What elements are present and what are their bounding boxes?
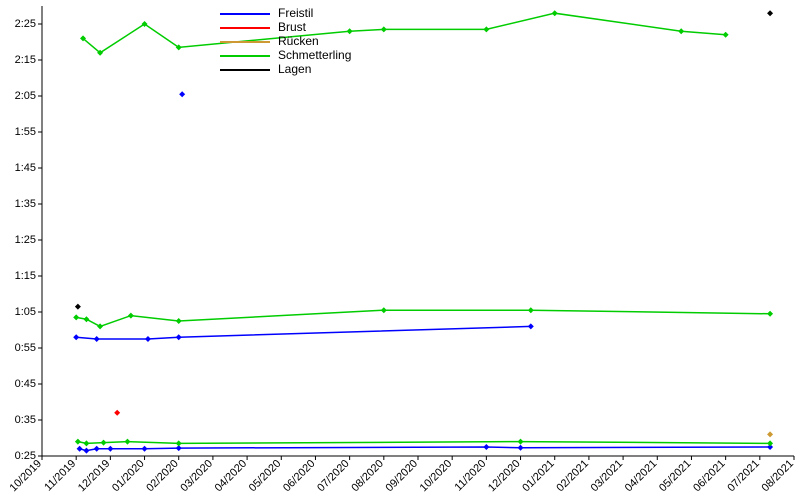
x-tick-label: 10/2020 bbox=[418, 458, 455, 495]
legend-label: Freistil bbox=[278, 6, 313, 20]
data-point bbox=[107, 446, 113, 452]
data-point bbox=[483, 444, 489, 450]
data-point bbox=[145, 336, 151, 342]
legend-label: Schmetterling bbox=[278, 48, 351, 62]
legend-label: Brust bbox=[278, 20, 307, 34]
y-tick-label: 1:45 bbox=[15, 162, 36, 174]
axes bbox=[42, 6, 794, 456]
y-tick-label: 1:05 bbox=[15, 306, 36, 318]
y-tick-label: 1:35 bbox=[15, 198, 36, 210]
x-tick-label: 05/2020 bbox=[247, 458, 284, 495]
data-point bbox=[518, 439, 524, 445]
y-tick-label: 2:05 bbox=[15, 90, 36, 102]
data-point bbox=[767, 440, 773, 446]
y-tick-label: 1:15 bbox=[15, 270, 36, 282]
x-tick-label: 11/2019 bbox=[42, 458, 78, 494]
y-tick-label: 2:25 bbox=[15, 18, 36, 30]
data-point bbox=[678, 28, 684, 34]
data-point bbox=[347, 28, 353, 34]
data-point bbox=[381, 26, 387, 32]
x-tick-label: 01/2020 bbox=[110, 458, 147, 495]
data-point bbox=[128, 313, 134, 319]
x-tick-label: 04/2021 bbox=[623, 458, 660, 495]
data-point bbox=[176, 318, 182, 324]
y-tick-label: 0:35 bbox=[15, 414, 36, 426]
data-point bbox=[176, 334, 182, 340]
y-tick-label: 1:55 bbox=[15, 126, 36, 138]
x-tick-label: 12/2019 bbox=[76, 458, 113, 495]
y-tick-label: 0:45 bbox=[15, 378, 36, 390]
x-tick-label: 07/2020 bbox=[315, 458, 352, 495]
data-point bbox=[483, 26, 489, 32]
x-tick-label: 01/2021 bbox=[520, 458, 557, 495]
x-tick-label: 06/2021 bbox=[691, 458, 728, 495]
data-point bbox=[518, 445, 524, 451]
data-point bbox=[73, 334, 79, 340]
y-tick-label: 2:15 bbox=[15, 54, 36, 66]
data-point bbox=[83, 448, 89, 454]
data-point bbox=[381, 307, 387, 313]
data-point bbox=[83, 440, 89, 446]
series-line-schmetterling-low bbox=[78, 442, 770, 444]
series-line-freistil-mid bbox=[76, 326, 531, 339]
data-point bbox=[176, 440, 182, 446]
series-line-schmetterling-mid bbox=[76, 310, 770, 326]
legend-label: Lagen bbox=[278, 62, 311, 76]
y-tick-label: 0:55 bbox=[15, 342, 36, 354]
y-tick-label: 1:25 bbox=[15, 234, 36, 246]
data-point bbox=[767, 311, 773, 317]
x-tick-label: 08/2020 bbox=[349, 458, 386, 495]
data-point bbox=[528, 307, 534, 313]
legend-label: Rücken bbox=[278, 34, 319, 48]
x-tick-label: 02/2020 bbox=[144, 458, 181, 495]
data-point bbox=[552, 10, 558, 16]
data-point bbox=[73, 314, 79, 320]
x-tick-label: 03/2020 bbox=[178, 458, 215, 495]
x-tick-label: 07/2021 bbox=[725, 458, 762, 495]
data-point bbox=[124, 439, 130, 445]
x-tick-label: 03/2021 bbox=[589, 458, 626, 495]
data-point bbox=[767, 431, 773, 437]
data-point bbox=[77, 446, 83, 452]
data-point bbox=[723, 32, 729, 38]
x-tick-label: 08/2021 bbox=[760, 458, 797, 495]
data-point bbox=[83, 316, 89, 322]
x-tick-label: 10/2019 bbox=[8, 458, 45, 495]
x-tick-label: 05/2021 bbox=[657, 458, 694, 495]
data-point bbox=[114, 410, 120, 416]
data-point bbox=[142, 446, 148, 452]
series-line-freistil bbox=[80, 447, 770, 451]
x-tick-label: 06/2020 bbox=[281, 458, 318, 495]
data-point bbox=[94, 446, 100, 452]
data-point bbox=[528, 323, 534, 329]
data-point bbox=[101, 440, 107, 446]
x-tick-label: 04/2020 bbox=[213, 458, 250, 495]
x-tick-label: 09/2020 bbox=[384, 458, 421, 495]
x-tick-label: 11/2020 bbox=[452, 458, 488, 494]
x-tick-label: 12/2020 bbox=[486, 458, 523, 495]
swim-times-chart: 0:250:350:450:551:051:151:251:351:451:55… bbox=[0, 0, 800, 500]
data-point bbox=[75, 304, 81, 310]
data-point bbox=[97, 323, 103, 329]
x-tick-label: 02/2021 bbox=[554, 458, 591, 495]
data-point bbox=[179, 91, 185, 97]
data-point bbox=[75, 439, 81, 445]
data-point bbox=[767, 10, 773, 16]
data-point bbox=[94, 336, 100, 342]
